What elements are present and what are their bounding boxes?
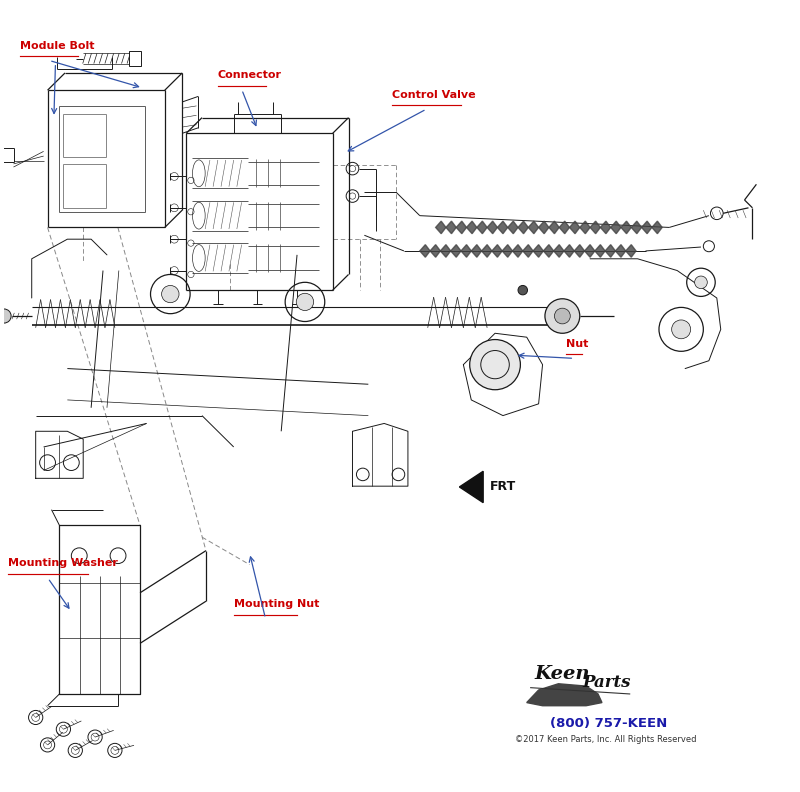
Polygon shape [570,221,580,234]
Polygon shape [528,221,538,234]
Bar [129,51,142,66]
Polygon shape [461,245,471,257]
Circle shape [296,293,314,310]
Text: (800) 757-KEEN: (800) 757-KEEN [550,718,668,730]
Polygon shape [538,221,549,234]
Polygon shape [559,221,570,234]
Polygon shape [543,245,554,257]
Text: Mounting Nut: Mounting Nut [234,600,319,609]
Polygon shape [600,221,610,234]
Polygon shape [420,245,430,257]
Polygon shape [477,221,487,234]
Circle shape [554,308,570,324]
Polygon shape [459,471,483,503]
Polygon shape [518,221,528,234]
Polygon shape [605,245,615,257]
Text: Parts: Parts [582,674,630,691]
Polygon shape [631,221,642,234]
Polygon shape [508,221,518,234]
Polygon shape [466,221,477,234]
Polygon shape [580,221,590,234]
Circle shape [545,299,580,333]
Polygon shape [430,245,440,257]
Polygon shape [513,245,522,257]
Polygon shape [502,245,513,257]
Text: FRT: FRT [490,481,516,493]
Polygon shape [590,221,600,234]
Polygon shape [554,245,564,257]
Text: Control Valve: Control Valve [392,89,476,100]
Polygon shape [492,245,502,257]
Polygon shape [610,221,621,234]
Polygon shape [526,683,602,706]
Polygon shape [446,221,456,234]
Polygon shape [440,245,450,257]
Polygon shape [487,221,498,234]
Polygon shape [564,245,574,257]
Circle shape [0,147,2,163]
Text: Keen: Keen [534,665,590,683]
Circle shape [694,276,707,288]
Circle shape [0,309,11,323]
Text: Module Bolt: Module Bolt [20,41,94,51]
Polygon shape [549,221,559,234]
Polygon shape [642,221,652,234]
Polygon shape [621,221,631,234]
Polygon shape [595,245,605,257]
Polygon shape [626,245,636,257]
Text: ©2017 Keen Parts, Inc. All Rights Reserved: ©2017 Keen Parts, Inc. All Rights Reserv… [515,735,696,744]
Polygon shape [585,245,595,257]
Polygon shape [482,245,492,257]
Polygon shape [436,221,446,234]
Circle shape [672,320,690,339]
Text: Connector: Connector [218,70,282,80]
Polygon shape [471,245,482,257]
Polygon shape [533,245,543,257]
Text: Nut: Nut [566,339,589,349]
Text: Mounting Washer: Mounting Washer [8,558,118,569]
Polygon shape [498,221,508,234]
Polygon shape [574,245,585,257]
Circle shape [470,340,520,390]
Polygon shape [456,221,466,234]
Circle shape [518,285,527,295]
Polygon shape [450,245,461,257]
Polygon shape [615,245,626,257]
Polygon shape [522,245,533,257]
Polygon shape [652,221,662,234]
Circle shape [162,285,179,303]
